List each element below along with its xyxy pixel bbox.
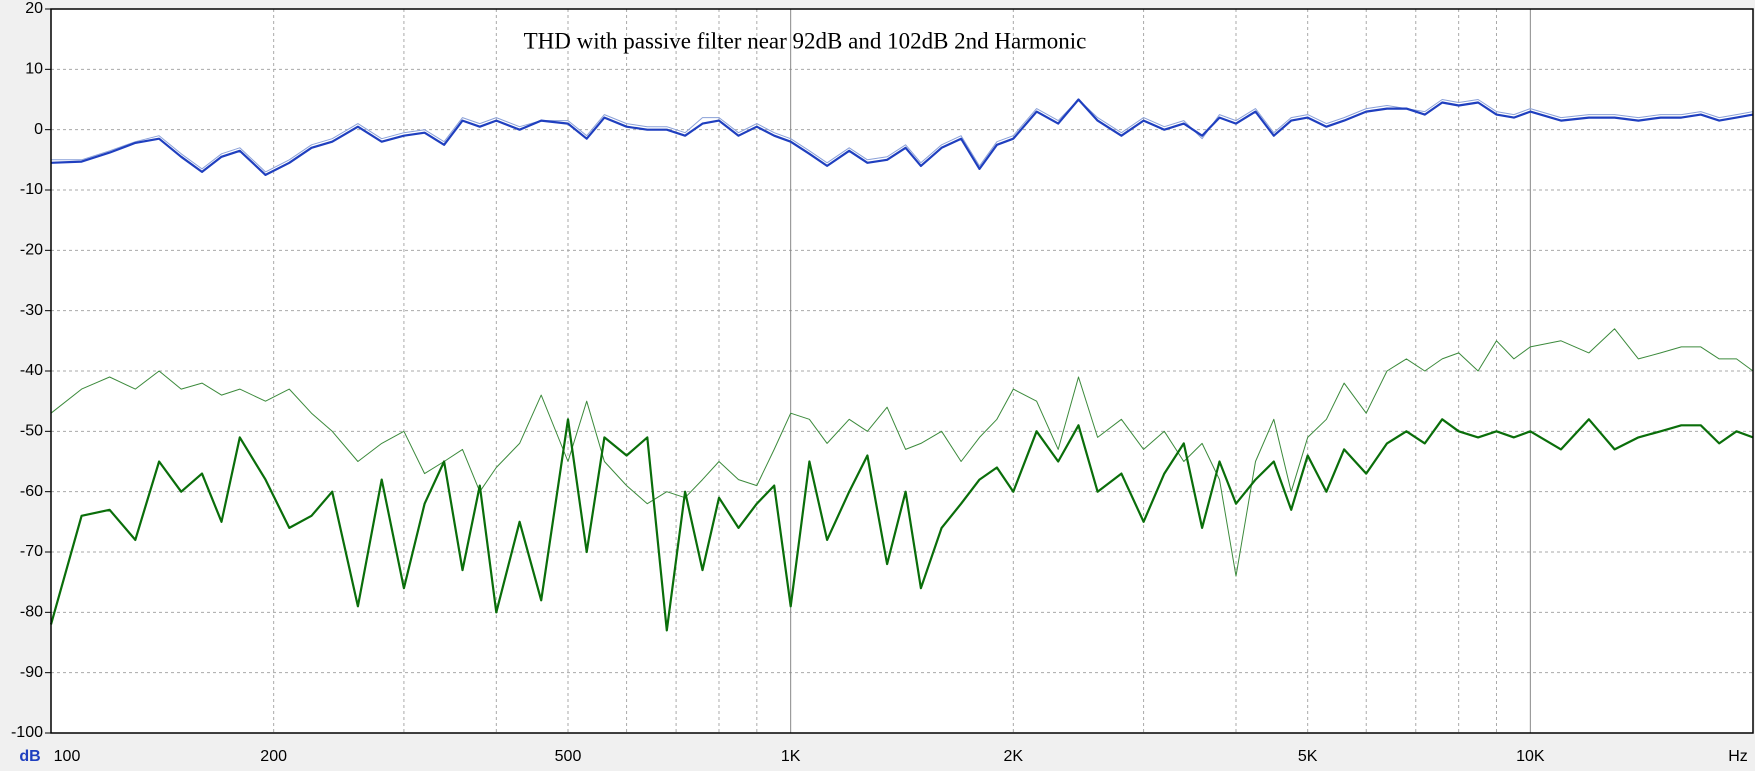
y-tick-label: -80 (20, 604, 43, 621)
chart-title: THD with passive filter near 92dB and 10… (524, 28, 1087, 53)
series-line (49, 418, 1754, 632)
y-tick-label: 0 (34, 121, 43, 138)
y-tick-label: -60 (20, 483, 43, 500)
x-tick-label: 100 (54, 748, 81, 765)
y-tick-label: -40 (20, 362, 43, 379)
y-tick-label: -20 (20, 242, 43, 259)
x-tick-label: 500 (555, 748, 582, 765)
series-line (51, 99, 1754, 173)
y-tick-label: -100 (11, 724, 43, 741)
plot-border (50, 8, 1754, 734)
x-tick-label: 5K (1298, 748, 1318, 765)
x-unit: Hz (1728, 748, 1748, 765)
y-unit: dB (19, 748, 40, 765)
x-tick-label: 10K (1516, 748, 1545, 765)
series-line (50, 98, 1754, 176)
y-tick-label: 10 (25, 61, 43, 78)
y-tick-label: 20 (25, 0, 43, 17)
lines (49, 98, 1754, 632)
y-tick-label: -30 (20, 302, 43, 319)
x-tick-label: 1K (781, 748, 801, 765)
y-tick-label: -70 (20, 543, 43, 560)
x-tick-label: 200 (260, 748, 287, 765)
y-tick-label: -50 (20, 423, 43, 440)
y-tick-label: -90 (20, 664, 43, 681)
x-tick-label: 2K (1004, 748, 1024, 765)
y-tick-label: -10 (20, 181, 43, 198)
series-line (50, 328, 1754, 577)
